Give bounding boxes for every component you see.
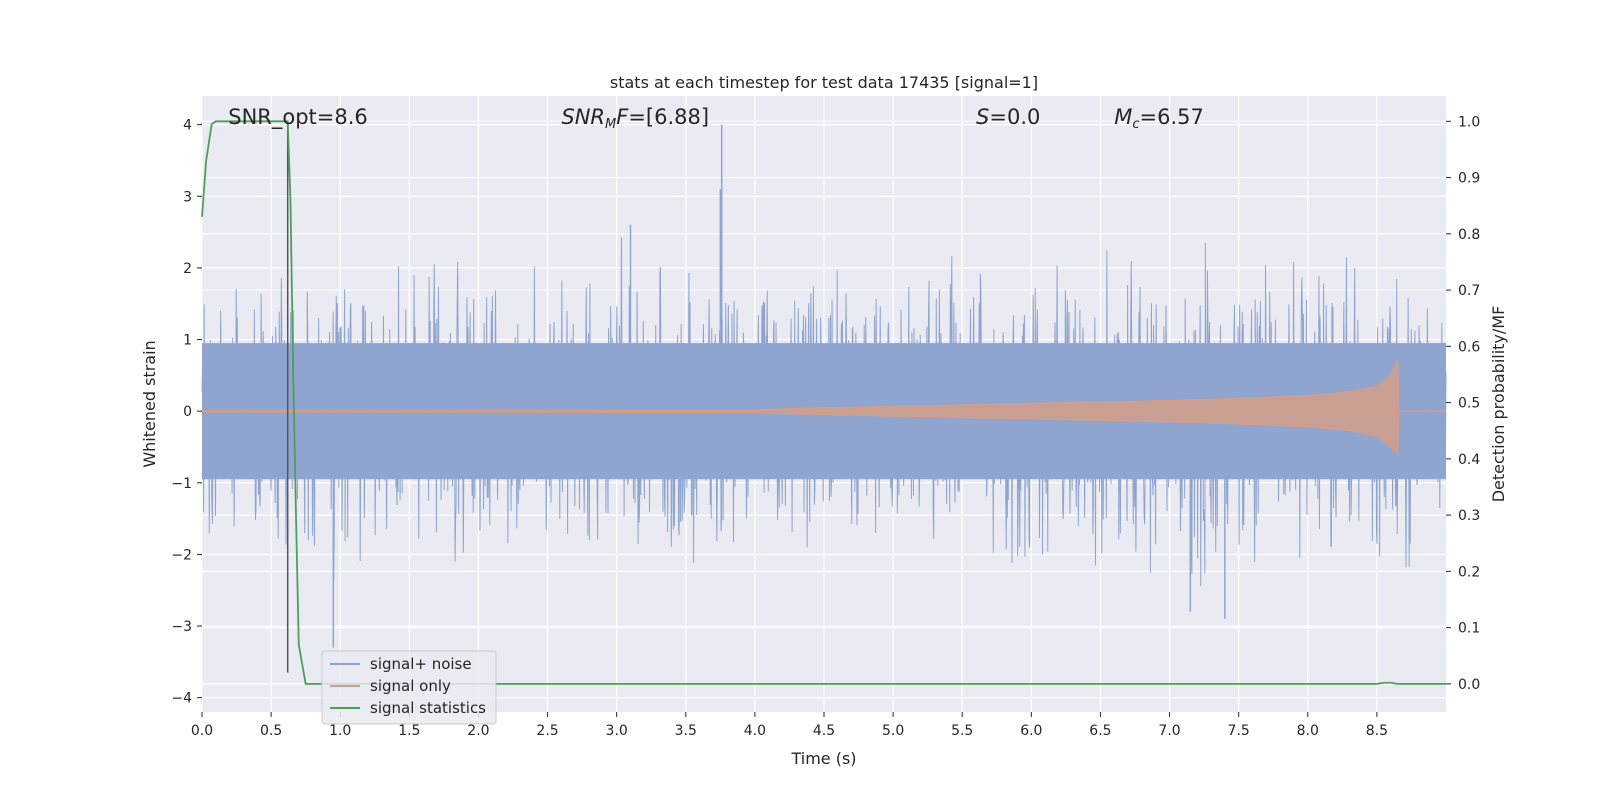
y-left-tick-label-7: 3	[183, 189, 192, 205]
x-tick-label-12: 6.0	[1020, 723, 1042, 739]
y-right-tick-label-9: 0.9	[1458, 171, 1480, 187]
y-right-tick-label-4: 0.4	[1458, 452, 1480, 468]
y-right-tick-label-8: 0.8	[1458, 227, 1480, 243]
x-tick-label-3: 1.5	[398, 723, 420, 739]
x-tick-label-14: 7.0	[1158, 723, 1180, 739]
y-left-tick-label-1: −3	[171, 619, 192, 635]
y-left-tick-label-6: 2	[183, 261, 192, 277]
y-right-tick-label-5: 0.5	[1458, 396, 1480, 412]
y-right-tick-label-1: 0.1	[1458, 621, 1480, 637]
y-right-tick-label-2: 0.2	[1458, 564, 1480, 580]
x-tick-label-7: 3.5	[675, 723, 697, 739]
x-tick-label-6: 3.0	[606, 723, 628, 739]
y-left-tick-label-5: 1	[183, 333, 192, 349]
series-signal-only	[201, 359, 1446, 457]
x-tick-label-1: 0.5	[260, 723, 282, 739]
legend-label-signal-only: signal only	[370, 677, 451, 695]
annotation-s-value: S=0.0	[976, 105, 1040, 129]
annotation-snr-mf: SNRMF=[6.88]	[561, 105, 709, 132]
x-tick-label-13: 6.5	[1089, 723, 1111, 739]
legend-box	[321, 650, 497, 725]
x-axis-ticks: 0.0 0.5 1.0 1.5 2.0 2.5 3.0 3.5 4.0 4.5 5.0 5.5 6.0 6…	[191, 712, 1388, 739]
legend: signal+ noise signal only signal statist…	[321, 650, 497, 725]
x-tick-label-5: 2.5	[536, 723, 558, 739]
x-tick-label-16: 8.0	[1297, 723, 1319, 739]
annotation-mc-value: Mc=6.57	[1114, 105, 1204, 132]
y-right-tick-label-3: 0.3	[1458, 508, 1480, 524]
y-left-tick-label-2: −2	[171, 547, 192, 563]
x-tick-label-9: 4.5	[813, 723, 835, 739]
y-left-tick-label-8: 4	[183, 118, 192, 134]
y-left-axis-label: Whitened strain	[140, 340, 159, 467]
annotations: SNR_opt=8.6 SNRMF=[6.88] S=0.0 Mc=6.57	[228, 105, 1204, 132]
x-tick-label-0: 0.0	[191, 723, 213, 739]
legend-label-signal-statistics: signal statistics	[370, 699, 486, 717]
x-tick-label-8: 4.0	[744, 723, 766, 739]
x-tick-label-15: 7.5	[1228, 723, 1250, 739]
statistics-line	[201, 120, 1446, 685]
y-left-tick-label-3: −1	[171, 476, 192, 492]
y-right-tick-label-6: 0.6	[1458, 339, 1480, 355]
y-left-tick-label-4: 0	[183, 404, 192, 420]
y-right-axis-label: Detection probability/MF	[1489, 306, 1508, 503]
x-tick-label-10: 5.0	[882, 723, 904, 739]
y-left-axis-ticks: −4 −3 −2 −1 0 1 2 3 4	[171, 118, 202, 707]
y-right-tick-label-7: 0.7	[1458, 283, 1480, 299]
x-tick-label-17: 8.5	[1366, 723, 1388, 739]
y-right-tick-label-0: 0.0	[1458, 677, 1480, 693]
legend-label-signal-noise: signal+ noise	[370, 655, 472, 673]
chart-title: stats at each timestep for test data 174…	[610, 73, 1038, 92]
x-tick-label-11: 5.5	[951, 723, 973, 739]
annotation-snr-opt: SNR_opt=8.6	[228, 105, 368, 130]
x-tick-label-2: 1.0	[329, 723, 351, 739]
x-tick-label-4: 2.0	[467, 723, 489, 739]
x-axis-label: Time (s)	[790, 749, 856, 768]
y-left-tick-label-0: −4	[171, 691, 192, 707]
series-signal-statistics	[201, 120, 1446, 685]
y-right-tick-label-10: 1.0	[1458, 114, 1480, 130]
y-right-axis-ticks: 0.0 0.1 0.2 0.3 0.4 0.5 0.6 0.7 0.8 0.9 1.0	[1446, 114, 1480, 693]
